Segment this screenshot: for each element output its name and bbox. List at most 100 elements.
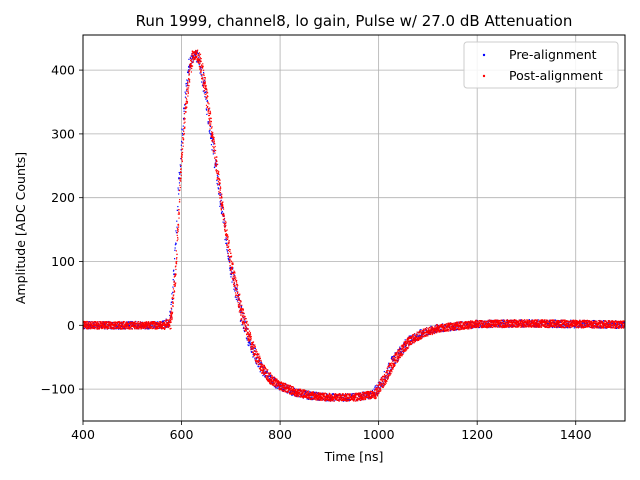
scatter-point — [109, 323, 111, 325]
scatter-point — [100, 323, 103, 325]
scatter-point — [273, 383, 275, 385]
scatter-point — [130, 320, 132, 323]
scatter-point — [260, 367, 262, 369]
scatter-point — [217, 170, 219, 172]
scatter-point — [316, 393, 318, 396]
scatter-point — [184, 91, 186, 93]
scatter-point — [212, 134, 214, 136]
scatter-point — [368, 395, 371, 397]
scatter-point — [371, 390, 374, 393]
scatter-point — [258, 368, 261, 370]
scatter-point — [297, 388, 299, 391]
scatter-point — [203, 85, 205, 88]
scatter-point — [327, 398, 329, 401]
scatter-point — [345, 398, 347, 400]
scatter-point — [223, 215, 225, 217]
scatter-point — [232, 263, 234, 265]
scatter-point — [338, 394, 341, 396]
scatter-point — [252, 348, 254, 350]
scatter-point — [160, 325, 162, 327]
scatter-point — [192, 57, 194, 59]
scatter-point — [405, 349, 408, 351]
scatter-point — [195, 55, 197, 57]
scatter-point — [101, 325, 103, 327]
scatter-point — [240, 309, 242, 311]
scatter-point — [263, 373, 265, 375]
scatter-point — [198, 56, 200, 58]
scatter-point — [118, 327, 120, 330]
scatter-point — [185, 102, 187, 104]
scatter-point — [242, 322, 244, 324]
scatter-point — [388, 364, 391, 366]
scatter-point — [247, 339, 249, 341]
scatter-point — [240, 306, 243, 308]
scatter-point — [158, 325, 160, 328]
scatter-point — [301, 393, 303, 395]
scatter-point — [165, 319, 167, 321]
scatter-point — [288, 385, 290, 387]
scatter-point — [324, 392, 326, 394]
scatter-point — [300, 390, 302, 392]
scatter-point — [326, 397, 329, 400]
scatter-point — [295, 395, 297, 398]
scatter-point — [377, 392, 379, 394]
scatter-point — [390, 367, 392, 369]
scatter-point — [223, 219, 225, 221]
scatter-point — [399, 351, 401, 353]
scatter-point — [295, 395, 297, 397]
scatter-point — [245, 328, 247, 330]
scatter-point — [210, 120, 212, 123]
scatter-point — [363, 397, 366, 399]
scatter-point — [303, 396, 305, 398]
scatter-point — [358, 392, 361, 394]
scatter-point — [225, 224, 227, 227]
scatter-point — [392, 367, 394, 369]
scatter-point — [594, 323, 596, 325]
scatter-point — [234, 287, 237, 289]
scatter-point — [582, 321, 584, 324]
scatter-point — [374, 397, 376, 399]
scatter-point — [152, 325, 154, 327]
scatter-point — [162, 322, 164, 324]
scatter-point — [269, 382, 271, 384]
scatter-point — [90, 326, 92, 329]
scatter-point — [264, 372, 267, 375]
scatter-point — [175, 261, 177, 263]
scatter-point — [129, 321, 131, 323]
scatter-point — [376, 394, 379, 396]
scatter-point — [296, 396, 298, 398]
scatter-point — [183, 138, 185, 140]
scatter-point — [259, 362, 261, 364]
scatter-point — [331, 393, 333, 395]
scatter-point — [353, 397, 355, 400]
scatter-point — [213, 137, 215, 139]
scatter-point — [344, 398, 346, 400]
scatter-point — [282, 382, 284, 384]
scatter-point — [195, 49, 197, 52]
scatter-point — [318, 397, 320, 399]
scatter-point — [185, 102, 188, 104]
scatter-point — [385, 375, 387, 377]
scatter-point — [181, 128, 183, 130]
scatter-point — [403, 346, 405, 349]
scatter-point — [206, 100, 208, 102]
scatter-point — [211, 131, 213, 133]
scatter-point — [118, 322, 121, 324]
scatter-point — [561, 319, 563, 321]
scatter-point — [237, 304, 240, 306]
scatter-point — [315, 399, 318, 401]
scatter-point — [199, 72, 201, 74]
scatter-point — [334, 398, 337, 401]
scatter-point — [250, 338, 252, 340]
scatter-point — [97, 326, 99, 328]
scatter-point — [84, 327, 86, 330]
scatter-point — [227, 246, 229, 249]
scatter-point — [319, 392, 322, 394]
scatter-point — [243, 316, 246, 318]
scatter-point — [128, 323, 130, 325]
scatter-point — [407, 340, 409, 342]
scatter-point — [387, 375, 389, 378]
scatter-point — [247, 328, 250, 330]
scatter-point — [365, 396, 368, 399]
scatter-point — [167, 323, 169, 325]
